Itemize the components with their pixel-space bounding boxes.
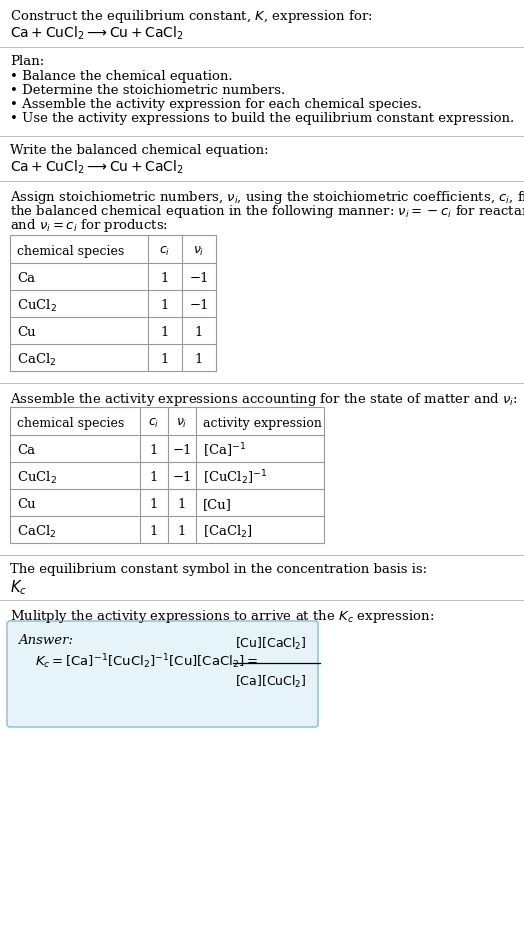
Text: $\mathrm{Ca} + \mathrm{CuCl_2} \longrightarrow \mathrm{Cu} + \mathrm{CaCl_2}$: $\mathrm{Ca} + \mathrm{CuCl_2} \longrigh… <box>10 159 184 177</box>
Text: Cu: Cu <box>17 498 36 511</box>
Text: the balanced chemical equation in the following manner: $\nu_i = -c_i$ for react: the balanced chemical equation in the fo… <box>10 203 524 220</box>
Text: The equilibrium constant symbol in the concentration basis is:: The equilibrium constant symbol in the c… <box>10 563 427 576</box>
FancyBboxPatch shape <box>7 621 318 727</box>
Text: −1: −1 <box>172 471 192 484</box>
Text: −1: −1 <box>189 299 209 312</box>
Text: 1: 1 <box>195 326 203 339</box>
Text: CuCl$_2$: CuCl$_2$ <box>17 470 57 486</box>
Text: • Assemble the activity expression for each chemical species.: • Assemble the activity expression for e… <box>10 98 422 111</box>
Text: 1: 1 <box>161 272 169 285</box>
Text: Answer:: Answer: <box>18 634 73 647</box>
Text: 1: 1 <box>150 471 158 484</box>
Text: CaCl$_2$: CaCl$_2$ <box>17 351 57 367</box>
Text: • Determine the stoichiometric numbers.: • Determine the stoichiometric numbers. <box>10 84 285 97</box>
Text: activity expression: activity expression <box>203 417 322 430</box>
Text: $\mathrm{Ca} + \mathrm{CuCl_2} \longrightarrow \mathrm{Cu} + \mathrm{CaCl_2}$: $\mathrm{Ca} + \mathrm{CuCl_2} \longrigh… <box>10 25 184 43</box>
Text: • Balance the chemical equation.: • Balance the chemical equation. <box>10 70 233 83</box>
Text: Assign stoichiometric numbers, $\nu_i$, using the stoichiometric coefficients, $: Assign stoichiometric numbers, $\nu_i$, … <box>10 189 524 206</box>
Text: Mulitply the activity expressions to arrive at the $K_c$ expression:: Mulitply the activity expressions to arr… <box>10 608 434 625</box>
Text: 1: 1 <box>161 326 169 339</box>
Text: 1: 1 <box>161 353 169 366</box>
Text: [CaCl$_2$]: [CaCl$_2$] <box>203 524 253 540</box>
Text: [Cu]: [Cu] <box>203 498 232 511</box>
Text: Assemble the activity expressions accounting for the state of matter and $\nu_i$: Assemble the activity expressions accoun… <box>10 391 518 408</box>
Text: CaCl$_2$: CaCl$_2$ <box>17 524 57 540</box>
Text: and $\nu_i = c_i$ for products:: and $\nu_i = c_i$ for products: <box>10 217 168 234</box>
Text: Ca: Ca <box>17 444 35 457</box>
Text: $K_c$: $K_c$ <box>10 578 27 597</box>
Text: chemical species: chemical species <box>17 245 124 257</box>
Text: • Use the activity expressions to build the equilibrium constant expression.: • Use the activity expressions to build … <box>10 112 514 125</box>
Text: 1: 1 <box>178 525 186 538</box>
Text: 1: 1 <box>178 498 186 511</box>
Text: $c_i$: $c_i$ <box>148 417 160 430</box>
Text: CuCl$_2$: CuCl$_2$ <box>17 297 57 313</box>
Text: Plan:: Plan: <box>10 55 44 68</box>
Text: 1: 1 <box>161 299 169 312</box>
Text: Construct the equilibrium constant, $K$, expression for:: Construct the equilibrium constant, $K$,… <box>10 8 373 25</box>
Text: $K_c = [\mathrm{Ca}]^{-1}[\mathrm{CuCl_2}]^{-1}[\mathrm{Cu}][\mathrm{CaCl_2}] = : $K_c = [\mathrm{Ca}]^{-1}[\mathrm{CuCl_2… <box>35 653 258 671</box>
Text: Write the balanced chemical equation:: Write the balanced chemical equation: <box>10 144 269 157</box>
Text: [CuCl$_2$]$^{-1}$: [CuCl$_2$]$^{-1}$ <box>203 468 268 487</box>
Text: −1: −1 <box>189 272 209 285</box>
Text: Cu: Cu <box>17 326 36 339</box>
Text: $\nu_i$: $\nu_i$ <box>176 417 188 430</box>
Text: $\nu_i$: $\nu_i$ <box>193 245 205 257</box>
Text: $[\mathrm{Ca}][\mathrm{CuCl_2}]$: $[\mathrm{Ca}][\mathrm{CuCl_2}]$ <box>235 674 307 690</box>
Text: [Ca]$^{-1}$: [Ca]$^{-1}$ <box>203 441 246 459</box>
Bar <box>10 407 324 543</box>
Text: −1: −1 <box>172 444 192 457</box>
Bar <box>10 235 216 371</box>
Text: 1: 1 <box>195 353 203 366</box>
Text: Ca: Ca <box>17 272 35 285</box>
Text: $c_i$: $c_i$ <box>159 245 171 257</box>
Text: 1: 1 <box>150 525 158 538</box>
Text: 1: 1 <box>150 444 158 457</box>
Text: 1: 1 <box>150 498 158 511</box>
Text: chemical species: chemical species <box>17 417 124 430</box>
Text: $[\mathrm{Cu}][\mathrm{CaCl_2}]$: $[\mathrm{Cu}][\mathrm{CaCl_2}]$ <box>235 636 307 652</box>
